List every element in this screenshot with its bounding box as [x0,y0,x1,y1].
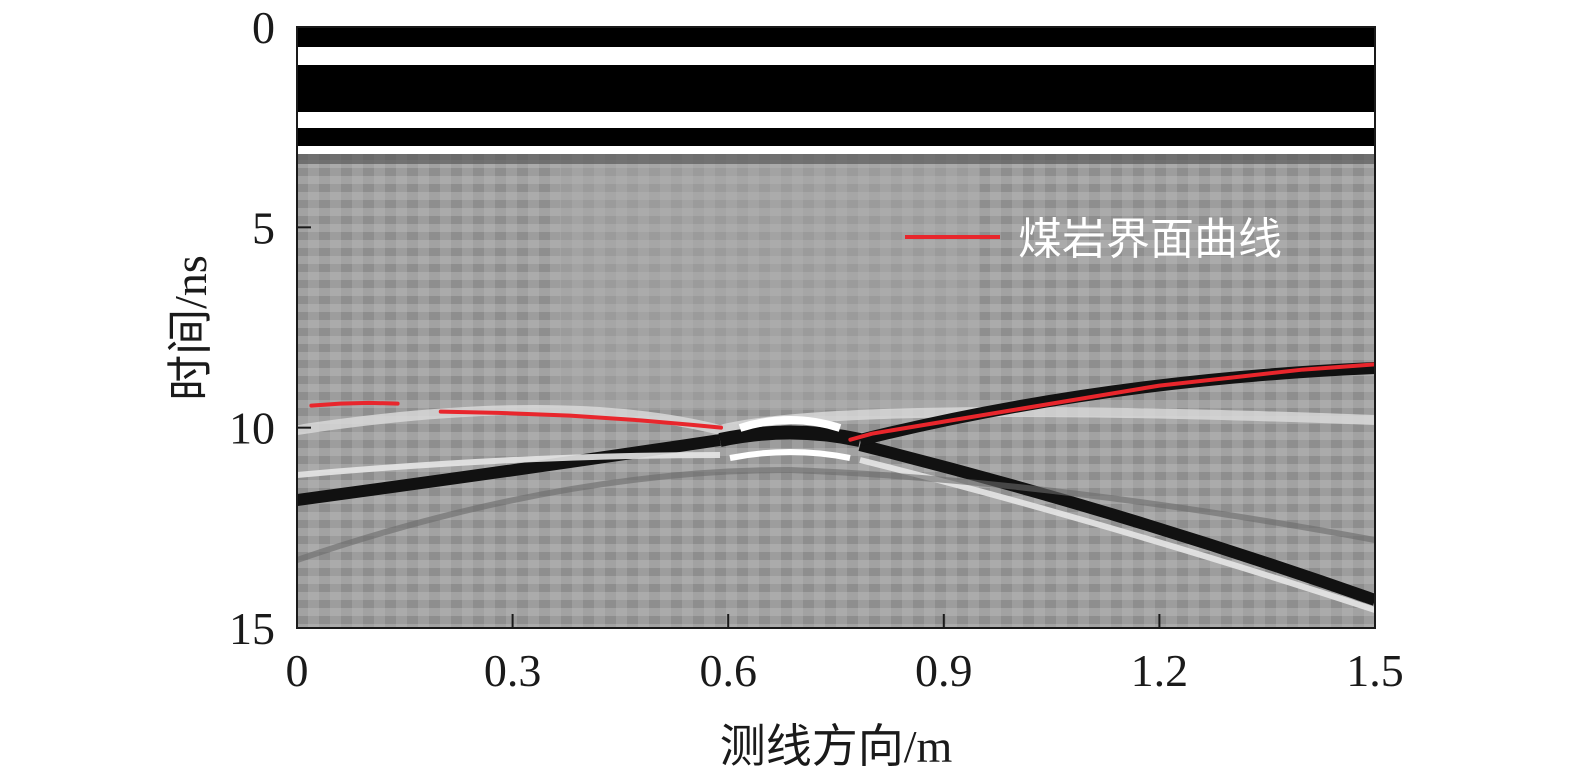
reflection-apex [718,425,862,447]
x-tick-label: 0.3 [484,645,542,696]
x-tick-label: 0.6 [699,645,757,696]
gpr-radargram [297,27,1375,628]
direct-wave-band-7 [297,154,1375,164]
interface-curve-series [309,362,1375,442]
legend: 煤岩界面曲线 [905,214,1282,265]
direct-wave-band-2 [297,47,1375,65]
axis-tick-labels: 0 0.3 0.6 0.9 1.2 1.5 0 5 10 15 [229,2,1404,696]
hyperbola-right-limb [858,439,1375,606]
interface-curve-segment [309,400,400,408]
legend-label: 煤岩界面曲线 [1018,214,1282,265]
radargram-center-fade [560,150,980,410]
lower-faint-left [297,467,791,563]
direct-wave-band-4 [297,112,1375,128]
plot-frame [296,26,1376,629]
hyperbola-left-limb [297,434,721,506]
x-axis-title: 测线方向/m [720,721,953,772]
y-tick-label: 15 [229,603,275,654]
interface-curve-segment [438,409,724,430]
apex-white-top [738,416,842,432]
y-axis-title: 时间/ns [165,255,216,401]
interface-curve-segment [848,362,1375,442]
lower-faint-right [789,467,1375,543]
apex-white-bottom [729,449,851,461]
x-tick-label: 1.2 [1131,645,1189,696]
x-tick-label: 0.9 [915,645,973,696]
x-tick-label: 0 [286,645,309,696]
left-white-limb [297,452,721,478]
direct-wave-band-6 [297,146,1375,154]
direct-wave-band-1 [297,27,1375,47]
y-tick-label: 5 [252,202,275,253]
direct-wave-band-5 [297,128,1375,146]
direct-wave-band-3 [297,65,1375,112]
y-tick-label: 0 [252,2,275,53]
axis-ticks [296,26,1376,629]
y-tick-label: 10 [229,403,275,454]
x-tick-label: 1.5 [1346,645,1404,696]
